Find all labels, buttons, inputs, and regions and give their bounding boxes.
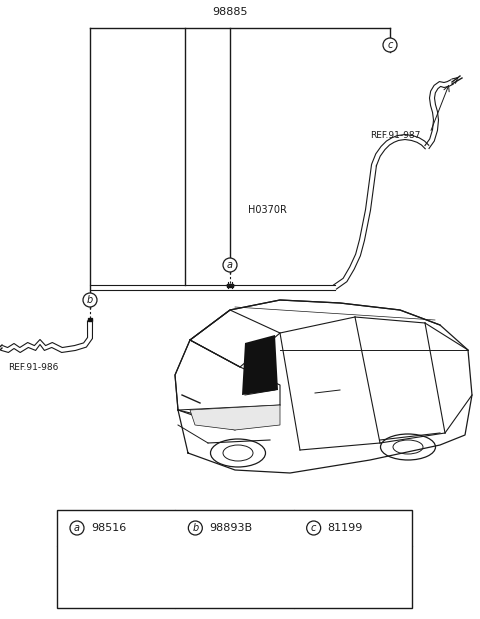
Circle shape [83,293,97,307]
Circle shape [307,521,321,535]
Text: 98516: 98516 [91,523,126,533]
Bar [57,510,412,608]
Text: c: c [311,523,316,533]
Text: c: c [387,40,393,50]
Text: REF.91-986: REF.91-986 [8,363,59,373]
Circle shape [383,38,397,52]
Polygon shape [190,405,280,430]
Ellipse shape [221,568,248,586]
Text: 81199: 81199 [328,523,363,533]
Polygon shape [88,318,92,321]
Polygon shape [242,335,278,395]
Text: b: b [87,295,93,305]
Circle shape [223,258,237,272]
Text: a: a [227,260,233,270]
Text: REF.91-987: REF.91-987 [370,131,420,139]
Circle shape [70,521,84,535]
Ellipse shape [227,572,242,582]
Text: 98893B: 98893B [209,523,252,533]
Text: H0370R: H0370R [248,205,287,215]
Polygon shape [227,284,233,287]
Ellipse shape [100,576,108,582]
Text: 98885: 98885 [212,7,248,17]
Circle shape [188,521,203,535]
Text: a: a [74,523,80,533]
Text: b: b [192,523,198,533]
Ellipse shape [117,573,125,579]
